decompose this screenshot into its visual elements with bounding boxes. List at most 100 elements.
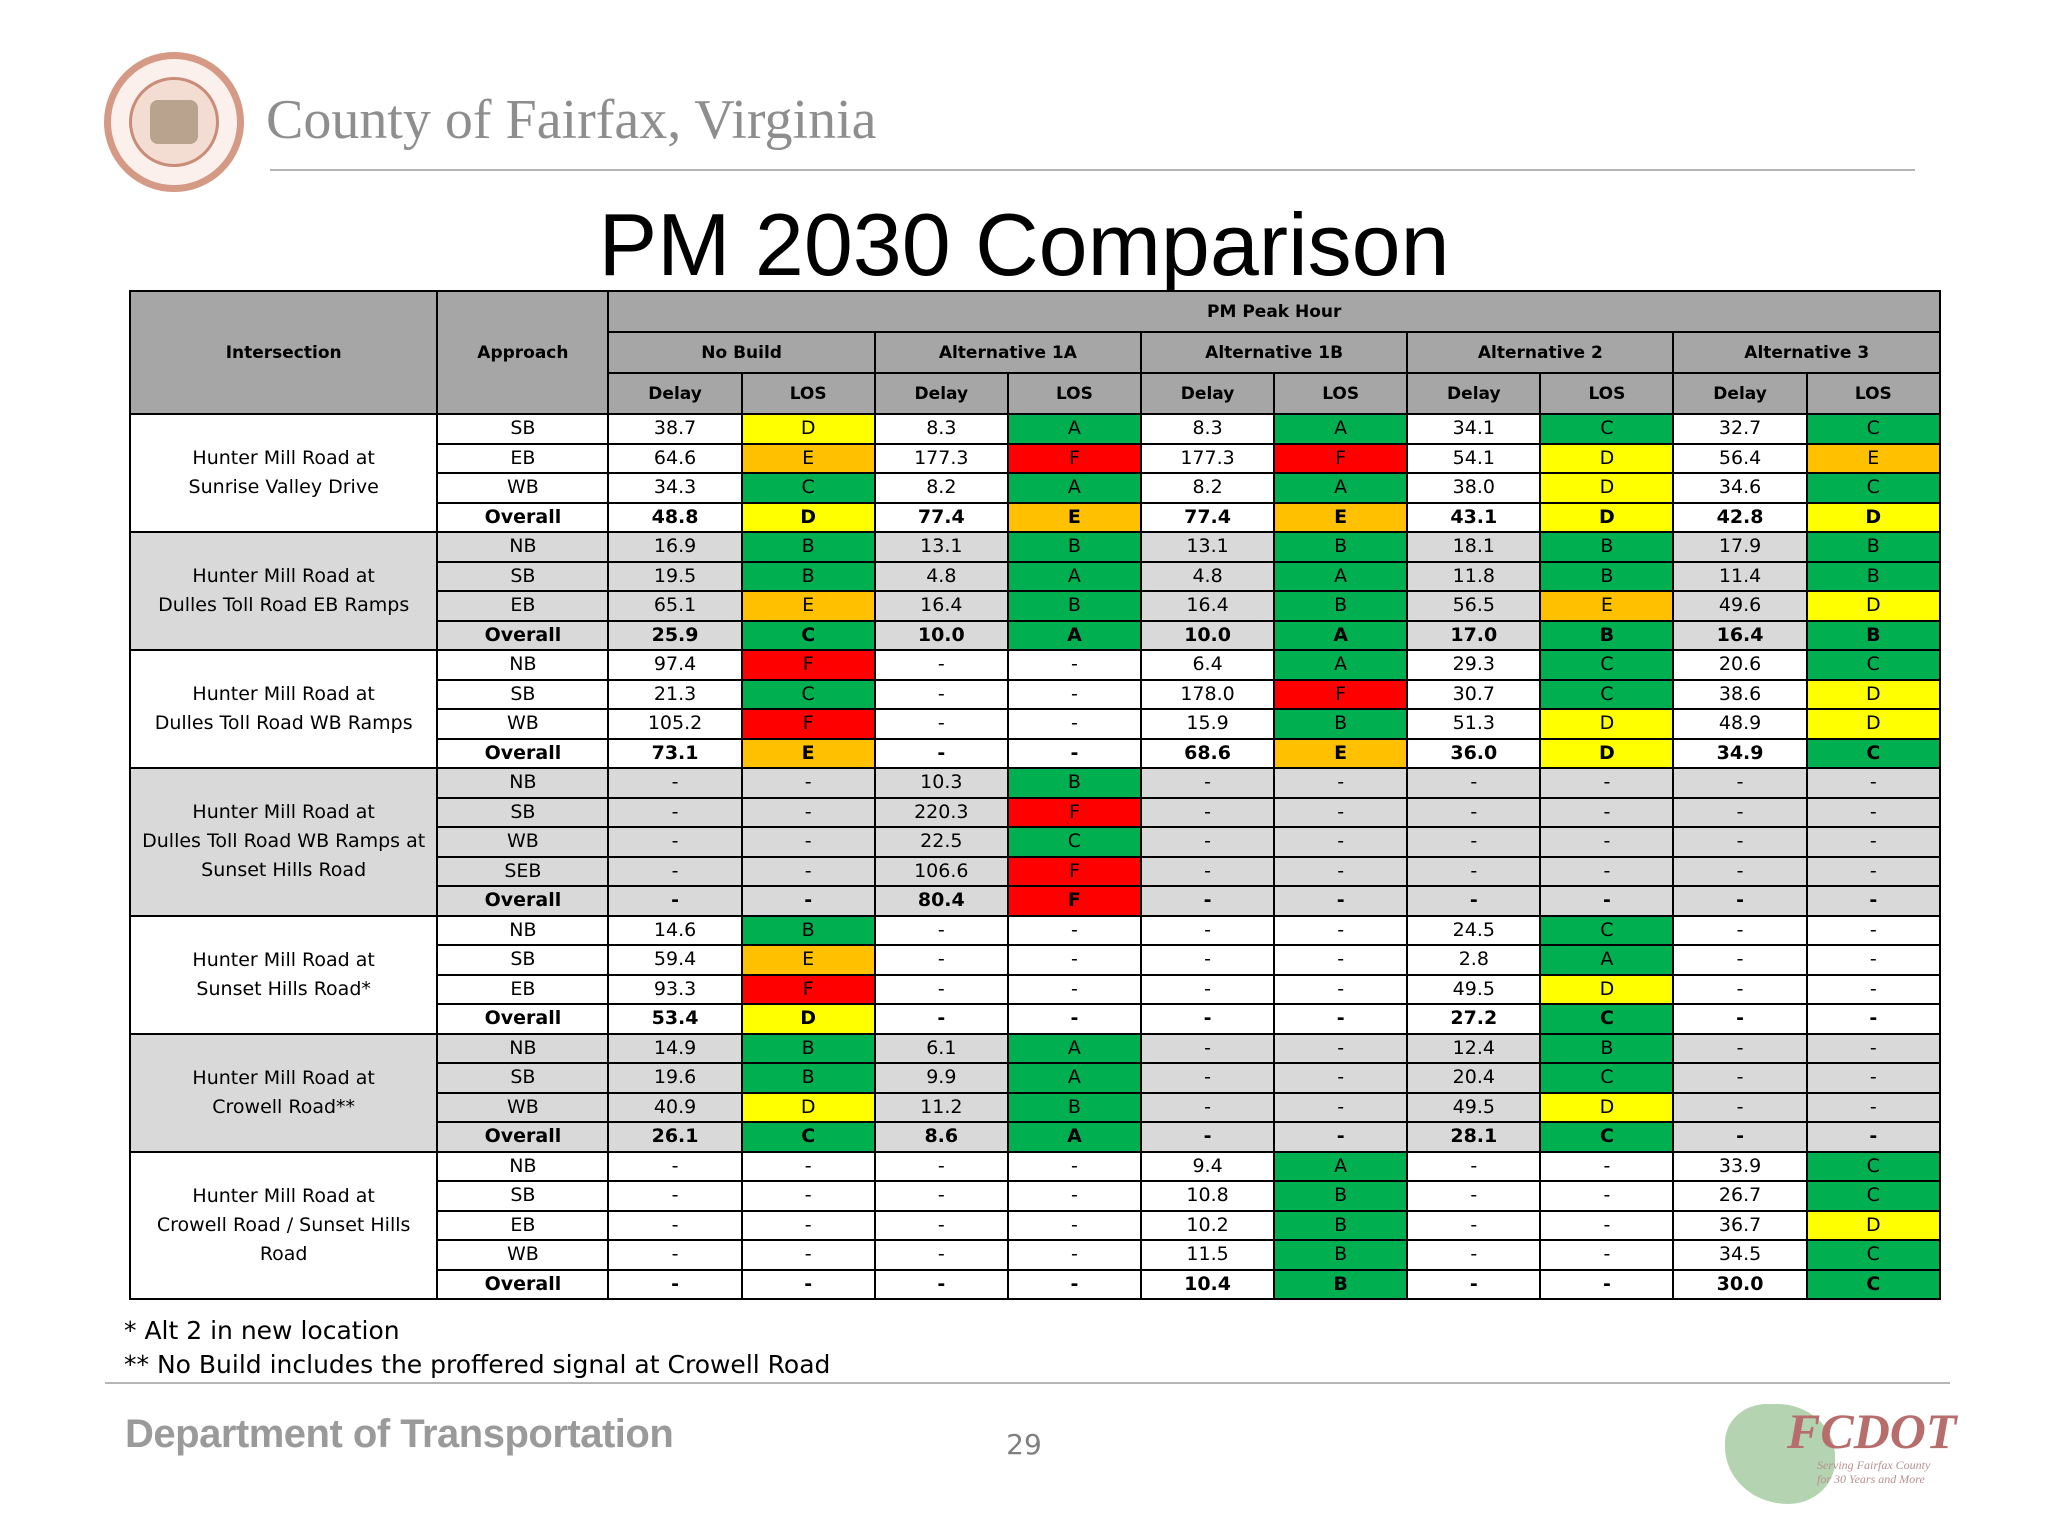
los-cell: - xyxy=(1006,1003,1142,1035)
delay-cell: 48.8 xyxy=(607,501,743,533)
los-cell: B xyxy=(740,1032,876,1064)
los-cell: - xyxy=(740,1180,876,1212)
approach-cell: Overall xyxy=(436,501,610,533)
header-los: LOS xyxy=(1805,372,1942,415)
delay-cell: - xyxy=(1406,767,1542,799)
los-cell: E xyxy=(1805,442,1942,474)
intersection-name-line: Dulles Toll Road EB Ramps xyxy=(158,594,410,616)
delay-cell: 49.6 xyxy=(1672,590,1808,622)
intersection-name: Hunter Mill Road at Crowell Road / Sunset… xyxy=(128,1150,439,1300)
delay-cell: 17.0 xyxy=(1406,619,1542,651)
delay-cell: 97.4 xyxy=(607,649,743,681)
alternatives-header-row: No Build Alternative 1A Alternative 1B Alte… xyxy=(130,331,1941,374)
fcdot-logo-text: FCDOT xyxy=(1787,1403,1957,1459)
approach-cell: Overall xyxy=(436,619,610,651)
table-row: EB 65.1 E 16.4 B 16.4 B 56.5 E 49.6 D xyxy=(130,590,1942,622)
delay-cell: - xyxy=(1672,1062,1808,1094)
los-cell: E xyxy=(1539,590,1675,622)
delay-cell: 17.9 xyxy=(1672,531,1808,563)
los-cell: A xyxy=(1006,619,1142,651)
delay-cell: 12.4 xyxy=(1406,1032,1542,1064)
delay-cell: 13.1 xyxy=(1139,531,1276,563)
los-cell: B xyxy=(1273,1209,1409,1241)
los-cell: C xyxy=(1805,649,1942,681)
delay-cell: 10.3 xyxy=(873,767,1009,799)
table-row: Overall 25.9 C 10.0 A 10.0 A 17.0 B 16.4 B xyxy=(130,619,1942,651)
fcdot-tagline: Serving Fairfax County for 30 Years and … xyxy=(1817,1458,1931,1486)
intersection-name-line: Sunrise Valley Drive xyxy=(188,476,379,498)
delay-cell: 8.2 xyxy=(1139,472,1276,504)
los-cell: - xyxy=(740,767,876,799)
los-cell: A xyxy=(1273,649,1409,681)
los-cell: D xyxy=(1539,501,1675,533)
los-cell: D xyxy=(740,501,876,533)
los-cell: - xyxy=(1273,1091,1409,1123)
los-cell: - xyxy=(740,796,876,828)
header-delay: Delay xyxy=(1672,372,1808,415)
delay-cell: - xyxy=(1672,1003,1808,1035)
delay-cell: 34.9 xyxy=(1672,737,1808,769)
footnote-alt2: * Alt 2 in new location xyxy=(124,1316,400,1345)
delay-cell: - xyxy=(1139,826,1276,858)
los-cell: - xyxy=(1273,767,1409,799)
los-cell: C xyxy=(1539,649,1675,681)
los-cell: C xyxy=(1805,472,1942,504)
approach-cell: EB xyxy=(436,973,610,1005)
delay-cell: 26.1 xyxy=(607,1121,743,1153)
delay-cell: 220.3 xyxy=(873,796,1009,828)
los-cell: D xyxy=(1805,708,1942,740)
delay-cell: 30.7 xyxy=(1406,678,1542,710)
los-cell: C xyxy=(1805,1150,1942,1182)
los-cell: - xyxy=(1539,885,1675,917)
los-cell: - xyxy=(1539,1180,1675,1212)
approach-cell: SB xyxy=(436,413,610,445)
los-cell: - xyxy=(1006,973,1142,1005)
approach-cell: Overall xyxy=(436,1268,610,1300)
los-cell: E xyxy=(740,442,876,474)
delay-cell: 64.6 xyxy=(607,442,743,474)
intersection-name-line: Hunter Mill Road at xyxy=(192,801,375,824)
los-cell: E xyxy=(740,737,876,769)
los-cell: - xyxy=(1539,1268,1675,1300)
delay-cell: 36.7 xyxy=(1672,1209,1808,1241)
delay-cell: - xyxy=(1672,914,1808,946)
approach-cell: Overall xyxy=(436,1003,610,1035)
delay-cell: 8.3 xyxy=(873,413,1009,445)
delay-cell: 32.7 xyxy=(1672,413,1808,445)
los-cell: - xyxy=(1539,796,1675,828)
table-row: Hunter Mill Road at Crowell Road / Sunset… xyxy=(128,1150,1942,1300)
los-cell: - xyxy=(1805,973,1942,1005)
delay-cell: - xyxy=(607,796,743,828)
delay-cell: 18.1 xyxy=(1406,531,1542,563)
header-los: LOS xyxy=(1539,372,1675,415)
los-comparison-table: Intersection Approach PM Peak Hour No Bu… xyxy=(128,290,1942,1300)
approach-cell: SEB xyxy=(436,855,610,887)
county-seal-logo xyxy=(104,52,244,192)
los-cell: A xyxy=(1273,413,1409,445)
table-row: Overall - - - -10.4 B - -30.0 C xyxy=(130,1268,1942,1300)
footnote-no-build: ** No Build includes the proffered signa… xyxy=(124,1350,831,1379)
los-cell: F xyxy=(740,649,876,681)
los-cell: F xyxy=(1273,678,1409,710)
delay-cell: - xyxy=(1139,796,1276,828)
los-cell: B xyxy=(1273,1268,1409,1300)
header-delay: Delay xyxy=(607,372,743,415)
los-cell: - xyxy=(1006,649,1142,681)
los-cell: - xyxy=(1006,914,1142,946)
delay-cell: - xyxy=(873,1003,1009,1035)
los-cell: E xyxy=(1273,737,1409,769)
los-cell: B xyxy=(1539,619,1675,651)
header-delay: Delay xyxy=(1406,372,1542,415)
los-cell: C xyxy=(1539,914,1675,946)
header-los: LOS xyxy=(1006,372,1142,415)
los-cell: A xyxy=(1273,619,1409,651)
header-approach: Approach xyxy=(436,290,610,415)
los-cell: - xyxy=(1006,1268,1142,1300)
delay-cell: 49.5 xyxy=(1406,973,1542,1005)
approach-cell: NB xyxy=(436,649,610,681)
los-cell: - xyxy=(1805,1062,1942,1094)
table-row: Hunter Mill Road at Sunset Hills Road* NB 1… xyxy=(128,914,1942,1035)
delay-cell: 14.6 xyxy=(607,914,743,946)
table-body: Hunter Mill Road at Sunrise Valley Drive S… xyxy=(128,413,1942,1300)
delay-cell: 177.3 xyxy=(873,442,1009,474)
